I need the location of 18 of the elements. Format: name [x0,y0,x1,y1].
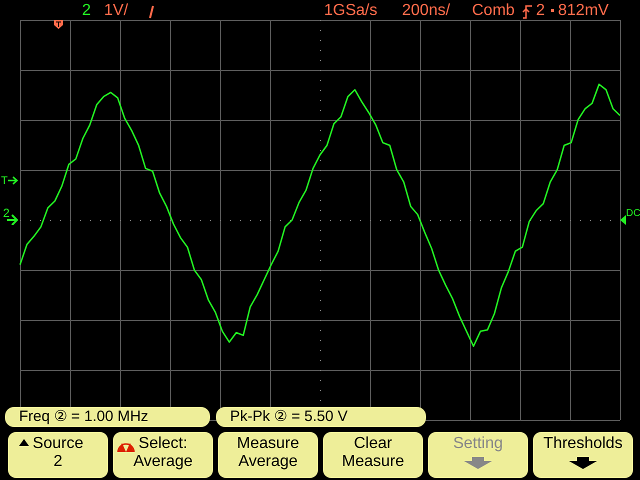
text: 1V/ [104,2,128,20]
text: Measure Average [218,432,318,478]
text: 2 [82,2,91,20]
text: 812mV [558,2,609,20]
text: 2 [3,206,10,220]
text: T [1,175,8,188]
text: Comb [472,2,515,20]
text: DC [626,208,640,219]
text: Freq ② = 1.00 MHz [5,407,210,427]
text: 200ns/ [402,2,450,20]
text: Setting [428,432,528,478]
text: 1GSa/s [324,2,378,20]
text: 2 [536,2,545,20]
source-note: Source 2 [8,432,108,478]
text: Clear Measure [323,432,423,478]
text: Pk-Pk ② = 5.50 V [216,407,426,427]
text: Thresholds [533,432,633,478]
text: Select: Average [113,432,213,478]
